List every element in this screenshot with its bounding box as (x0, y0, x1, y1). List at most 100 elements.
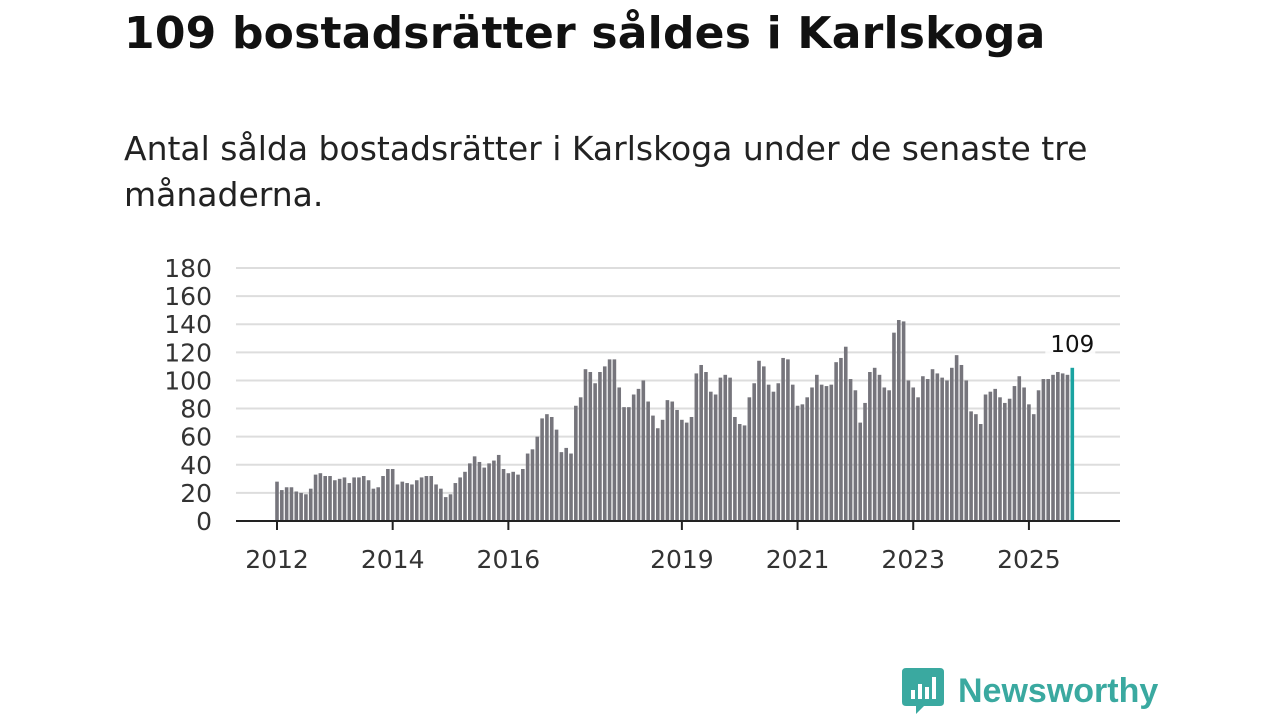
bar (800, 404, 805, 521)
y-tick-label: 160 (164, 282, 212, 311)
latest-value-label: 109 (1050, 332, 1094, 358)
bar (631, 394, 636, 521)
bar (762, 366, 766, 521)
bar (699, 364, 703, 521)
bar (458, 477, 462, 521)
bar (1056, 372, 1060, 521)
bar (299, 492, 303, 521)
y-tick-label: 140 (164, 310, 212, 339)
bar (694, 373, 699, 521)
bar (598, 372, 602, 521)
bar (709, 391, 713, 521)
bar (549, 416, 554, 521)
bar (328, 476, 332, 521)
x-tick-label: 2021 (766, 545, 830, 574)
bar (964, 380, 969, 521)
bar (574, 405, 578, 521)
bar (308, 488, 313, 521)
bar (376, 487, 381, 521)
y-tick-label: 20 (180, 479, 212, 508)
bar (521, 468, 525, 521)
bar (853, 390, 858, 521)
bar (511, 471, 515, 521)
bar (1046, 379, 1050, 521)
bar (405, 483, 409, 521)
x-tick-label: 2016 (477, 545, 541, 574)
bar (1003, 402, 1007, 521)
y-tick-label: 40 (180, 451, 212, 480)
bar (347, 483, 352, 521)
bars (275, 320, 1075, 521)
y-tick-label: 180 (164, 254, 212, 283)
bar (665, 400, 670, 521)
bar (545, 414, 549, 521)
bar (843, 346, 848, 521)
bar (733, 416, 737, 521)
bar (468, 463, 472, 521)
bar (602, 366, 607, 521)
y-tick-label: 60 (180, 423, 212, 452)
bar (617, 387, 622, 521)
bar (424, 476, 429, 521)
brand-name: Newsworthy (958, 671, 1159, 710)
bar (974, 414, 978, 521)
bar (877, 374, 882, 521)
bar (564, 447, 568, 521)
bar (386, 468, 390, 521)
bar (337, 478, 342, 521)
bar (525, 453, 530, 521)
bar (925, 379, 930, 521)
x-axis-ticks: 2012 2014 2016 2019 2021 2023 2025 (245, 521, 1061, 574)
bar (318, 473, 323, 521)
x-tick-label: 2019 (650, 545, 714, 574)
bar (554, 429, 559, 521)
bar (935, 373, 940, 521)
bar (805, 397, 809, 521)
bar (410, 484, 414, 521)
bar (945, 380, 949, 521)
bar (477, 461, 482, 521)
bar (651, 415, 655, 521)
bar (448, 494, 453, 521)
bar (501, 468, 506, 521)
bar (872, 367, 877, 521)
bar (916, 397, 920, 521)
bar (892, 332, 896, 521)
bar (487, 463, 491, 521)
bar (443, 497, 448, 521)
bar (414, 480, 419, 521)
bar (660, 419, 665, 521)
bar (978, 424, 983, 521)
bar (680, 419, 684, 521)
bar (1007, 398, 1012, 521)
bar (810, 387, 814, 521)
bar (747, 397, 752, 521)
bar (988, 391, 993, 521)
newsworthy-logo-icon (902, 668, 944, 714)
bar (655, 428, 660, 521)
bar (627, 407, 631, 521)
bar (323, 476, 327, 521)
bar (954, 355, 959, 521)
bar (636, 388, 641, 521)
bar (998, 397, 1002, 521)
bar (766, 384, 771, 521)
y-tick-label: 80 (180, 395, 212, 424)
bar (718, 377, 723, 521)
bar (752, 383, 756, 521)
bar (675, 409, 679, 521)
newsworthy-logo: Newsworthy (902, 668, 1158, 714)
bar (569, 453, 573, 521)
data-labels: 109 (1045, 327, 1096, 358)
bar (294, 491, 299, 521)
bar (1036, 390, 1041, 521)
bar (781, 357, 785, 521)
bar (795, 405, 800, 521)
bar (352, 477, 356, 521)
page-title: 109 bostadsrätter såldes i Karlskoga (124, 8, 1046, 59)
bar (280, 490, 284, 521)
bar (333, 480, 337, 521)
bar (684, 422, 689, 521)
x-tick-label: 2025 (997, 545, 1061, 574)
y-tick-label: 100 (164, 366, 212, 395)
